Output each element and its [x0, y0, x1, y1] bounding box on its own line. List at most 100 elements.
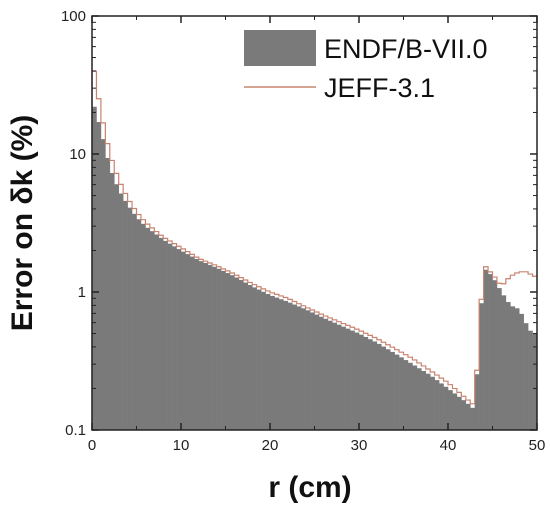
endf-bar [118, 193, 124, 430]
endf-bar [367, 339, 373, 430]
endf-bar [185, 254, 191, 430]
endf-bar [452, 393, 458, 430]
endf-bar [341, 326, 346, 430]
endf-bar [483, 269, 489, 430]
endf-bar [154, 234, 160, 430]
endf-bar [145, 227, 151, 430]
endf-bar [336, 324, 342, 430]
y-axis-title: Error on δk (%) [6, 115, 39, 332]
endf-bar [532, 333, 538, 430]
endf-bar [434, 380, 440, 430]
endf-bar [310, 312, 315, 430]
endf-bar [479, 303, 484, 430]
x-axis-title: r (cm) [268, 471, 351, 504]
endf-bar [376, 343, 382, 430]
endf-bar [292, 304, 297, 430]
endf-bar [412, 365, 418, 430]
ticks-layer: 0 10 20 30 40 50 0.1 1 10 100 [61, 8, 545, 454]
endf-bar [443, 386, 449, 430]
endf-bar [149, 231, 155, 430]
endf-bar [172, 246, 177, 430]
endf-bar [256, 289, 262, 430]
endf-bar [510, 306, 516, 430]
endf-bar [203, 263, 208, 430]
endf-bar [425, 373, 431, 430]
endf-bar [514, 308, 520, 430]
y-tick-label: 0.1 [65, 422, 86, 439]
endf-bar [247, 285, 253, 430]
endf-bar [132, 213, 137, 430]
endf-bar [296, 306, 302, 430]
endf-bar [381, 346, 386, 430]
endf-bar [243, 282, 249, 430]
x-tick-label: 10 [173, 437, 190, 454]
endf-bar [354, 332, 360, 430]
endf-bar [127, 207, 133, 430]
x-tick-label: 50 [529, 437, 546, 454]
x-tick-label: 40 [440, 437, 457, 454]
endf-bar [216, 268, 222, 430]
endf-bar [496, 288, 502, 430]
endf-bar [198, 261, 204, 430]
endf-bar [140, 223, 146, 430]
endf-bar [323, 318, 329, 430]
endf-bar [474, 374, 480, 430]
endf-bar [270, 295, 275, 430]
endf-bar [385, 349, 391, 430]
endf-bar [332, 322, 338, 430]
endf-bar [274, 297, 280, 430]
endf-bar [327, 320, 333, 430]
endf-bar [163, 240, 168, 430]
endf-bar [225, 273, 231, 430]
endf-bar [238, 280, 244, 430]
endf-bar [314, 314, 320, 430]
endf-bar [252, 287, 257, 430]
endf-bar [461, 400, 467, 430]
legend-label-endf: ENDF/B-VII.0 [324, 34, 488, 64]
endf-bar [96, 122, 102, 431]
endf-bar [176, 249, 182, 430]
endf-bar [287, 302, 293, 430]
legend-swatch-endf [244, 30, 316, 66]
endf-bar [363, 336, 369, 430]
endf-bar [488, 274, 493, 430]
endf-bar [416, 368, 422, 430]
endf-bar [359, 334, 364, 430]
endf-bar [114, 184, 119, 430]
series-layer [91, 70, 538, 431]
endf-bar [501, 295, 507, 430]
endf-bar [229, 275, 235, 430]
endf-bar [100, 139, 106, 430]
x-tick-label: 0 [88, 437, 96, 454]
endf-bar [318, 316, 324, 430]
endf-bar [523, 323, 529, 430]
endf-bar [456, 396, 462, 430]
endf-bar [181, 251, 186, 430]
endf-bar [212, 266, 217, 430]
y-tick-label: 10 [69, 146, 86, 163]
endf-bar [448, 390, 453, 430]
endf-bar [430, 376, 435, 430]
endf-bar [301, 308, 306, 430]
endf-bar [136, 219, 142, 430]
endf-bar [350, 330, 355, 430]
jeff-step-line [91, 70, 537, 430]
endf-bar [465, 403, 471, 430]
endf-bar [399, 357, 404, 430]
x-tick-label: 20 [262, 437, 279, 454]
endf-bar [403, 360, 409, 430]
endf-bar [189, 256, 195, 430]
x-tick-label: 30 [351, 437, 368, 454]
legend-label-jeff: JEFF-3.1 [324, 73, 435, 103]
endf-bar [207, 264, 213, 430]
endf-bar [167, 243, 173, 430]
endf-bar [407, 362, 413, 430]
endf-bar [439, 383, 444, 430]
endf-bar [234, 277, 240, 430]
endf-bar [492, 280, 498, 430]
endf-bar [305, 310, 311, 430]
endf-bar [528, 330, 533, 430]
endf-bar [421, 370, 427, 430]
endf-bar [265, 293, 271, 430]
